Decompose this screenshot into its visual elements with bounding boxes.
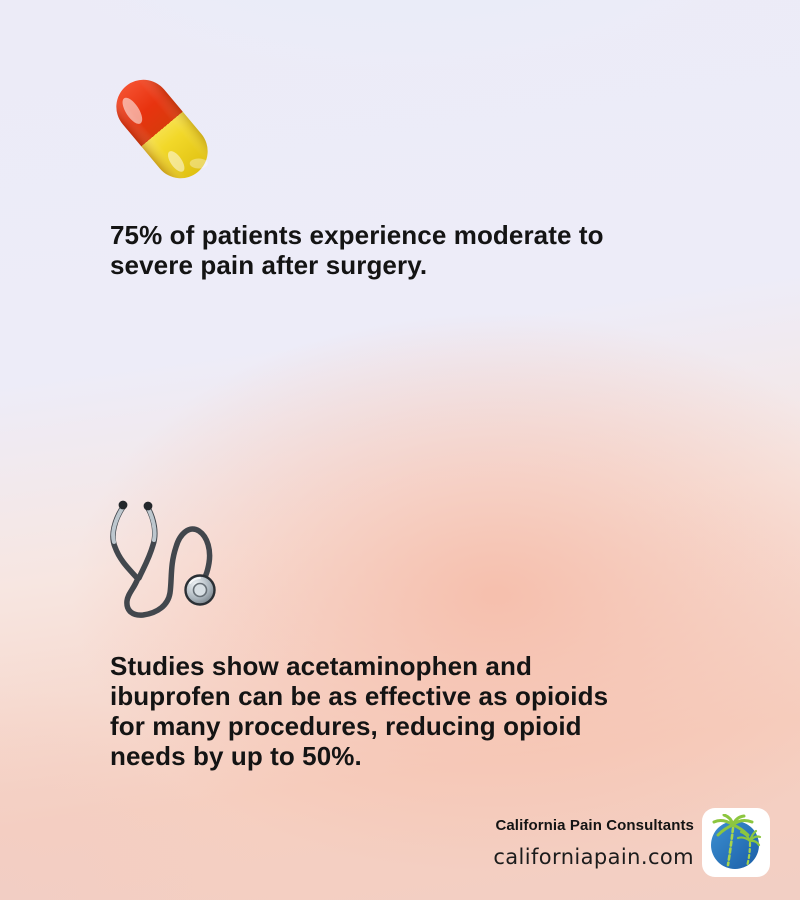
stethoscope-icon: [100, 485, 240, 620]
stat-1-text: 75% of patients experience moderate to s…: [110, 220, 730, 280]
brand-name: California Pain Consultants: [495, 816, 694, 834]
stat-1-line-2: severe pain after surgery.: [110, 250, 428, 280]
footer: California Pain Consultants californiapa…: [493, 808, 770, 877]
palm-trees-globe-logo: [702, 808, 770, 877]
stethoscope-icon-graphic: [110, 500, 216, 618]
pill-icon: [104, 70, 220, 188]
stat-1-line-1: 75% of patients experience moderate to: [110, 220, 604, 250]
website-url: californiapain.com: [493, 844, 694, 869]
palm-trees-globe-logo-graphic: [711, 813, 762, 869]
stat-2-line-2: ibuprofen can be as effective as opioids: [110, 681, 609, 711]
stat-2-line-3: for many procedures, reducing opioid: [110, 711, 582, 741]
pill-icon-graphic: [116, 79, 208, 179]
footer-text: California Pain Consultants californiapa…: [493, 808, 694, 877]
stat-2-line-1: Studies show acetaminophen and: [110, 651, 532, 681]
stat-2-line-4: needs by up to 50%.: [110, 741, 362, 771]
stat-2-text: Studies show acetaminophen and ibuprofen…: [110, 651, 730, 771]
